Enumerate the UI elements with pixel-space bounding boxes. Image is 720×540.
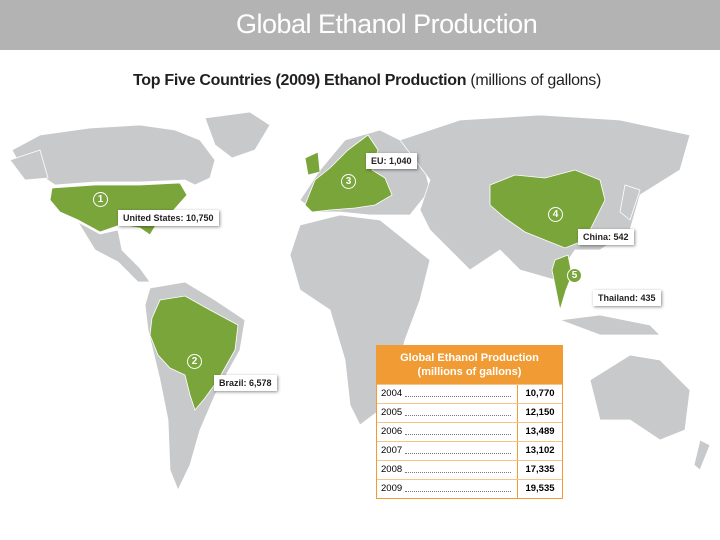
- subtitle-unit: (millions of gallons): [470, 72, 601, 89]
- callout-label: EU: 1,040: [366, 153, 417, 169]
- rank-badge: 3: [341, 174, 356, 189]
- subtitle-main: Top Five Countries (2009) Ethanol Produc…: [133, 72, 467, 89]
- table-row: 2004 10,770: [377, 384, 562, 403]
- greenland: [204, 111, 271, 159]
- value-cell: 13,102: [517, 442, 562, 460]
- table-row: 2009 19,535: [377, 479, 562, 498]
- year-cell: 2009: [377, 480, 517, 498]
- production-table: Global Ethanol Production (millions of g…: [376, 345, 563, 499]
- table-row: 2005 12,150: [377, 403, 562, 422]
- callout-label: Brazil: 6,578: [214, 375, 277, 391]
- australia: [589, 354, 691, 441]
- year-cell: 2008: [377, 461, 517, 479]
- table-row: 2007 13,102: [377, 441, 562, 460]
- indonesia: [559, 314, 661, 336]
- year-cell: 2006: [377, 423, 517, 441]
- rank-badge: 4: [548, 207, 563, 222]
- canada: [11, 124, 216, 186]
- year-cell: 2004: [377, 385, 517, 403]
- header-bar: Global Ethanol Production: [0, 0, 720, 50]
- value-cell: 13,489: [517, 423, 562, 441]
- callout-label: China: 542: [578, 229, 634, 245]
- table-body: 2004 10,770 2005 12,150 2006 13,489 2007 13,102…: [377, 384, 562, 498]
- table-row: 2008 17,335: [377, 460, 562, 479]
- subtitle: Top Five Countries (2009) Ethanol Produc…: [133, 72, 601, 90]
- rank-badge: 2: [187, 354, 202, 369]
- rank-badge: 5: [567, 268, 582, 283]
- usa: [49, 182, 188, 236]
- uk: [304, 151, 321, 176]
- value-cell: 12,150: [517, 404, 562, 422]
- year-cell: 2007: [377, 442, 517, 460]
- header-title: Global Ethanol Production: [236, 9, 538, 39]
- table-row: 2006 13,489: [377, 422, 562, 441]
- value-cell: 17,335: [517, 461, 562, 479]
- alaska: [9, 149, 49, 181]
- table-title: Global Ethanol Production (millions of g…: [377, 346, 562, 384]
- year-cell: 2005: [377, 404, 517, 422]
- rank-badge: 1: [93, 192, 108, 207]
- mexico-central-america: [76, 220, 151, 283]
- new-zealand: [693, 439, 711, 471]
- value-cell: 10,770: [517, 385, 562, 403]
- value-cell: 19,535: [517, 480, 562, 498]
- callout-label: Thailand: 435: [593, 290, 661, 306]
- japan: [619, 184, 641, 221]
- thailand: [551, 254, 573, 311]
- callout-label: United States: 10,750: [118, 210, 219, 226]
